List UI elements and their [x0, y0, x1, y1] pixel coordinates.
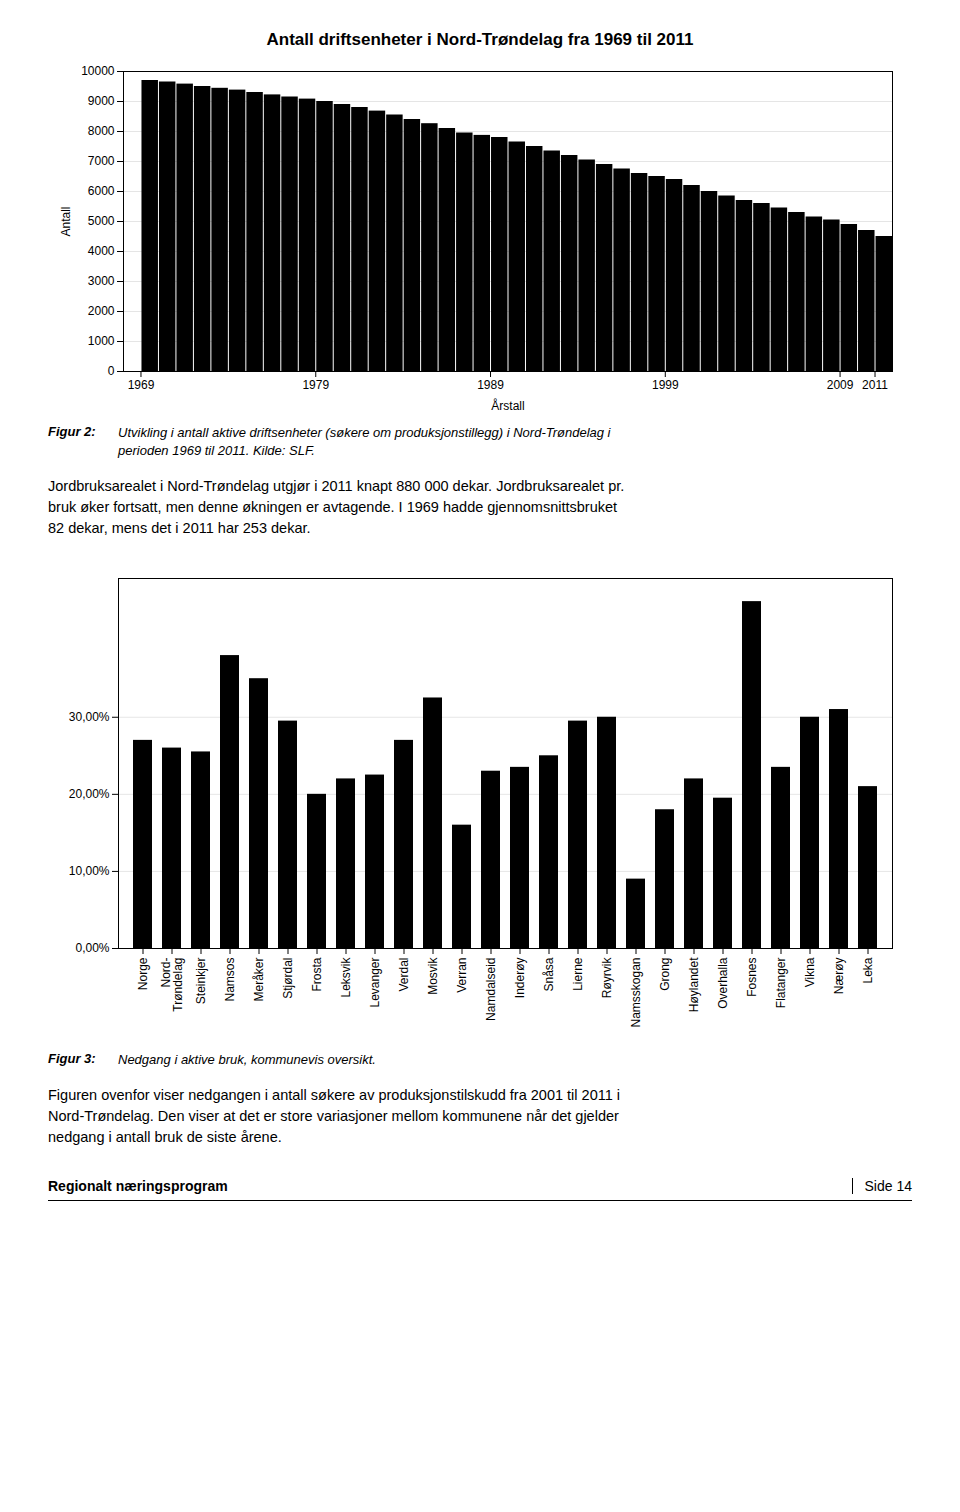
- svg-text:Antall: Antall: [59, 206, 73, 236]
- svg-text:Fosnes: Fosnes: [745, 958, 759, 997]
- svg-text:Verdal: Verdal: [397, 958, 411, 992]
- html-text:Jordbruksarealet i Nord-Trønde: Jordbruksarealet i Nord-Trøndelag utgjør…: [48, 478, 625, 494]
- html-text:Figur 2:: Figur 2:: [48, 424, 96, 439]
- svg-text:1000: 1000: [88, 334, 115, 348]
- html-text:82 dekar, mens det i 2011 har: 82 dekar, mens det i 2011 har 253 dekar.: [48, 520, 311, 536]
- svg-text:Verran: Verran: [455, 958, 469, 993]
- svg-text:Leksvik: Leksvik: [339, 957, 353, 998]
- svg-text:Mosvik: Mosvik: [426, 957, 440, 995]
- html-text:Figuren ovenfor viser nedgange: Figuren ovenfor viser nedgangen i antall…: [48, 1087, 620, 1103]
- svg-text:0: 0: [108, 364, 115, 378]
- svg-text:2011: 2011: [862, 378, 888, 392]
- svg-text:Namsos: Namsos: [223, 958, 237, 1002]
- svg-text:Høylandet: Høylandet: [687, 957, 701, 1012]
- svg-text:2000: 2000: [88, 304, 115, 318]
- svg-text:7000: 7000: [88, 154, 115, 168]
- svg-text:Røyrvik: Røyrvik: [600, 957, 614, 999]
- svg-text:2009: 2009: [827, 378, 854, 392]
- svg-text:Inderøy: Inderøy: [513, 958, 527, 999]
- svg-text:4000: 4000: [88, 244, 115, 258]
- html-text:nedgang i antall bruk de siste: nedgang i antall bruk de siste årene.: [48, 1129, 282, 1145]
- svg-text:Leka: Leka: [861, 957, 875, 983]
- svg-text:20,00%: 20,00%: [69, 787, 110, 801]
- svg-text:5000: 5000: [88, 214, 115, 228]
- html-text:Side 14: Side 14: [864, 1178, 912, 1194]
- html-text:Nedgang i aktive bruk, kommune: Nedgang i aktive bruk, kommunevis oversi…: [118, 1052, 376, 1067]
- svg-text:1989: 1989: [477, 378, 504, 392]
- svg-text:Nord-Trøndelag: Nord-Trøndelag: [159, 958, 185, 1012]
- svg-text:Meråker: Meråker: [252, 958, 266, 1002]
- svg-text:0,00%: 0,00%: [75, 941, 109, 955]
- svg-text:Levanger: Levanger: [368, 958, 382, 1008]
- svg-text:Steinkjer: Steinkjer: [194, 957, 208, 1004]
- svg-text:Norge: Norge: [136, 957, 150, 990]
- svg-text:Stjørdal: Stjørdal: [281, 958, 295, 999]
- svg-text:10,00%: 10,00%: [69, 864, 110, 878]
- html-text:bruk øker fortsatt, men denne: bruk øker fortsatt, men denne økningen e…: [48, 499, 618, 515]
- svg-text:1969: 1969: [128, 378, 155, 392]
- html-text:Regionalt næringsprogram: Regionalt næringsprogram: [48, 1178, 228, 1194]
- html-text:perioden 1969 til 2011. Kilde:: perioden 1969 til 2011. Kilde: SLF.: [118, 443, 315, 458]
- svg-text:Snåsa: Snåsa: [542, 957, 556, 991]
- svg-text:Namdalseid: Namdalseid: [484, 958, 498, 1021]
- svg-text:Grong: Grong: [658, 958, 672, 991]
- svg-text:10000: 10000: [81, 64, 115, 78]
- svg-text:Namsskogan: Namsskogan: [629, 958, 643, 1028]
- svg-text:Vikna: Vikna: [803, 957, 817, 987]
- svg-text:8000: 8000: [88, 124, 115, 138]
- svg-text:1999: 1999: [652, 378, 679, 392]
- svg-text:Nærøy: Nærøy: [832, 958, 846, 995]
- svg-text:Lierne: Lierne: [571, 957, 585, 991]
- svg-text:1979: 1979: [302, 378, 329, 392]
- svg-text:30,00%: 30,00%: [69, 710, 110, 724]
- svg-text:Frosta: Frosta: [310, 957, 324, 991]
- svg-text:Flatanger: Flatanger: [774, 958, 788, 1009]
- html-text:Figur 3:: Figur 3:: [48, 1051, 96, 1066]
- svg-text:9000: 9000: [88, 94, 115, 108]
- html-text:Utvikling i antall aktive drif: Utvikling i antall aktive driftsenheter …: [118, 425, 611, 440]
- html-text:Antall driftsenheter i Nord-Tr: Antall driftsenheter i Nord-Trøndelag fr…: [266, 30, 694, 49]
- svg-text:Årstall: Årstall: [491, 398, 524, 413]
- svg-text:Overhalla: Overhalla: [716, 957, 730, 1009]
- svg-text:6000: 6000: [88, 184, 115, 198]
- html-text:Nord-Trøndelag. Den viser at d: Nord-Trøndelag. Den viser at det er stor…: [48, 1108, 619, 1124]
- svg-text:3000: 3000: [88, 274, 115, 288]
